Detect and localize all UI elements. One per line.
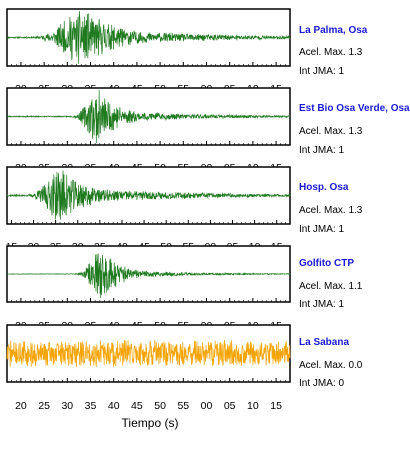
- station-jma-4: Int JMA: 1: [299, 299, 345, 310]
- seismogram-plots: 20 25 30 35 40 45 50 55 00 05 10 152025303540455055…: [6, 8, 291, 412]
- waveform-series: [6, 253, 291, 298]
- station-accel-1: Acel. Max. 1.3: [299, 47, 363, 58]
- station-name-3: Hosp. Osa: [299, 182, 349, 193]
- waveform-series: [6, 10, 291, 65]
- waveform-series: [6, 89, 291, 144]
- station-accel-4: Acel. Max. 1.1: [299, 281, 363, 292]
- x-tick-label: 40: [108, 400, 120, 412]
- station-name-5: La Sabana: [299, 337, 350, 348]
- x-tick-label: 55: [177, 400, 189, 412]
- station-jma-3: Int JMA: 1: [299, 224, 345, 235]
- station-name-1: La Palma, Osa: [299, 25, 368, 36]
- x-tick-label: 45: [131, 400, 143, 412]
- station-name-4: Golfito CTP: [299, 258, 354, 269]
- waveform-series: [6, 340, 291, 368]
- station-name-2: Est Bio Osa Verde, Osa: [299, 103, 410, 114]
- station-jma-1: Int JMA: 1: [299, 66, 345, 77]
- x-tick-label: 35: [85, 400, 97, 412]
- station-accel-3: Acel. Max. 1.3: [299, 205, 363, 216]
- x-axis-label: Tiempo (s): [121, 416, 179, 430]
- station-accel-5: Acel. Max. 0.0: [299, 360, 363, 371]
- station-accel-2: Acel. Max. 1.3: [299, 126, 363, 137]
- x-tick-label: 50: [154, 400, 166, 412]
- panel-3: 15202530354045505500051015: [6, 166, 291, 253]
- x-tick-label: 10: [247, 400, 259, 412]
- x-tick-label: 25: [38, 400, 50, 412]
- waveform-series: [6, 170, 291, 220]
- panel-5: 20 25 30 35 40 45 50 55 00 05 10 15: [6, 324, 291, 412]
- x-tick-label: 05: [224, 400, 236, 412]
- station-jma-2: Int JMA: 1: [299, 145, 345, 156]
- x-tick-label: 15: [270, 400, 282, 412]
- station-jma-5: Int JMA: 0: [299, 378, 345, 389]
- x-tick-label: 00: [201, 400, 213, 412]
- x-tick-label: 30: [61, 400, 73, 412]
- x-tick-label: 20: [15, 400, 27, 412]
